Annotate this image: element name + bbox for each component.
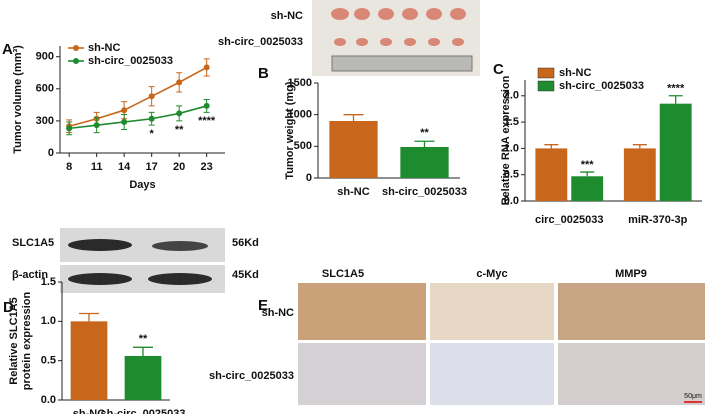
error-bar xyxy=(79,312,99,322)
significance-label: **** xyxy=(667,83,685,95)
error-bar xyxy=(580,171,595,177)
y-axis-label: Relative RNA expression xyxy=(500,75,512,205)
bar xyxy=(70,321,108,400)
significance-label: **** xyxy=(198,115,216,127)
panel-letter: C xyxy=(493,61,504,78)
x-tick-label: sh-NC xyxy=(337,186,369,198)
y-tick-label: 1000 xyxy=(288,109,312,121)
ihc-column-label: MMP9 xyxy=(615,268,647,280)
y-tick-label: 0 xyxy=(306,172,312,184)
ihc-row-label: sh-NC xyxy=(262,307,294,319)
x-tick-label: 8 xyxy=(66,161,72,173)
data-point xyxy=(176,79,183,86)
significance-label: *** xyxy=(581,159,595,171)
photo-row-label: sh-circ_0025033 xyxy=(218,36,303,48)
y-tick-label: 0.0 xyxy=(41,394,56,406)
photo-row-label: sh-NC xyxy=(271,10,303,22)
y-tick-label: 0.0 xyxy=(504,195,519,207)
panel-letter: E xyxy=(258,297,268,314)
panel-letter: B xyxy=(258,65,269,82)
data-point xyxy=(148,93,155,100)
y-tick-label: 300 xyxy=(36,115,54,127)
data-point xyxy=(121,118,128,125)
ihc-row-label: sh-circ_0025033 xyxy=(209,370,294,382)
legend-label: sh-circ_0025033 xyxy=(559,80,644,92)
x-axis-label: Days xyxy=(129,179,155,191)
error-bar xyxy=(632,144,647,149)
series-line xyxy=(69,105,207,130)
y-tick-label: 500 xyxy=(294,140,312,152)
y-axis-label: Relative SLC1A5 xyxy=(8,297,20,384)
data-point xyxy=(66,125,73,132)
data-point xyxy=(203,102,210,109)
western-blot: SLC1A5 56Kd β-actin 45Kd xyxy=(12,228,259,293)
x-tick-label: sh-NC xyxy=(73,408,105,414)
x-tick-label: circ_0025033 xyxy=(535,214,604,226)
x-tick-label: 17 xyxy=(146,161,158,173)
data-point xyxy=(148,115,155,122)
legend-marker xyxy=(73,58,79,64)
tumor-photo: sh-NC sh-circ_0025033 xyxy=(218,0,480,76)
x-tick-label: sh-circ_0025033 xyxy=(382,186,467,198)
y-tick-label: 1.0 xyxy=(504,142,519,154)
blot-protein: SLC1A5 xyxy=(12,237,54,249)
legend-marker xyxy=(73,45,79,51)
significance-label: ** xyxy=(420,127,429,139)
error-bar xyxy=(668,95,683,104)
legend-label: sh-NC xyxy=(559,67,591,79)
panel-letter: D xyxy=(3,299,14,316)
ihc-column-label: SLC1A5 xyxy=(322,268,364,280)
x-tick-label: 20 xyxy=(173,161,185,173)
ihc-panel: E SLC1A5 c-Myc MMP9 sh-NC sh-circ_002503… xyxy=(209,268,705,405)
significance-label: * xyxy=(150,128,155,140)
y-axis-label: Tumor volume (mm³) xyxy=(12,45,24,154)
bar xyxy=(659,103,692,201)
error-bar xyxy=(414,140,435,147)
x-tick-label: 14 xyxy=(118,161,131,173)
bar xyxy=(400,146,449,178)
y-tick-label: 0.5 xyxy=(504,169,519,181)
y-tick-label: 600 xyxy=(36,83,54,95)
y-tick-label: 0 xyxy=(48,147,54,159)
y-tick-label: 1.0 xyxy=(41,315,56,327)
x-tick-label: 23 xyxy=(201,161,213,173)
error-bar xyxy=(544,144,559,149)
blot-size: 45Kd xyxy=(232,269,259,281)
error-bar xyxy=(343,114,364,121)
y-tick-label: 1500 xyxy=(288,77,312,89)
data-point xyxy=(93,122,100,129)
x-tick-label: 11 xyxy=(91,161,103,173)
blot-protein: β-actin xyxy=(12,269,48,281)
data-point xyxy=(121,107,128,114)
x-tick-label: sh-circ_0025033 xyxy=(100,408,185,414)
ihc-column-label: c-Myc xyxy=(476,268,507,280)
data-point xyxy=(203,64,210,71)
significance-label: ** xyxy=(175,124,184,136)
y-tick-label: 2.0 xyxy=(504,90,519,102)
y-tick-label: 0.5 xyxy=(41,355,56,367)
bar xyxy=(329,121,378,178)
x-tick-label: miR-370-3p xyxy=(628,214,688,226)
data-point xyxy=(176,110,183,117)
bar xyxy=(535,148,568,201)
y-axis-label: protein expression xyxy=(21,292,33,391)
legend-label: sh-NC xyxy=(88,42,120,54)
series-line xyxy=(68,66,208,128)
y-tick-label: 1.5 xyxy=(504,116,519,128)
bar xyxy=(623,148,656,201)
error-bar xyxy=(133,346,153,356)
legend-label: sh-circ_0025033 xyxy=(88,55,173,67)
panel-letter: A xyxy=(2,41,13,58)
y-axis-label: Tumor weight (mg) xyxy=(284,81,296,180)
legend-marker xyxy=(537,67,555,79)
legend-marker xyxy=(537,80,555,92)
y-tick-label: 900 xyxy=(36,51,54,63)
scale-bar-label: 50μm xyxy=(684,393,702,400)
significance-label: ** xyxy=(139,333,148,345)
bar xyxy=(571,176,604,201)
y-tick-label: 1.5 xyxy=(41,276,56,288)
bar xyxy=(124,355,162,400)
blot-size: 56Kd xyxy=(232,237,259,249)
